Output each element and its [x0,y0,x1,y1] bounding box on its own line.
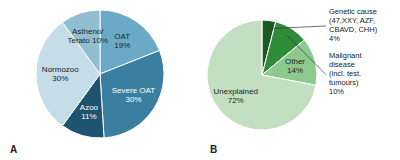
label-line: (47,XXY, AZF, [329,16,375,25]
slice-labels: OAT19%Severe OAT30%Azoo11%Normozoo30%Ast… [42,27,155,121]
slice-annotation: Malignantdisease(incl. test.tumours)10% [329,51,362,96]
slice-label: OAT19% [114,32,130,50]
label-line: 14% [287,66,303,75]
label-line: Unexplained [213,87,257,96]
pie-panel: Genetic cause(47,XXY, AZF,CBAVD, CHH)4% M… [207,7,378,155]
panel-title: A [10,144,17,155]
chart-root: OAT19%Severe OAT30%Azoo11%Normozoo30%Ast… [0,0,400,160]
label-line: 19% [114,41,130,50]
slices [36,10,164,138]
label-line: 30% [125,95,141,104]
pie-slice [100,50,164,137]
label-line: 10% [329,87,344,96]
label-line: 30% [52,74,68,83]
slice-label: Normozoo30% [42,65,79,83]
label-line: tumours) [329,78,359,87]
label-line: Terato 10% [68,36,108,45]
label-line: Astheno/ [72,27,104,36]
label-line: Azoo [80,103,99,112]
label-line: Severe OAT [112,86,156,95]
label-line: 4% [329,34,340,43]
label-line: 72% [228,96,244,105]
leader-line [287,36,326,75]
pie-slice [207,20,316,130]
slice-label: Azoo11% [80,103,99,121]
label-line: Genetic cause [329,7,377,16]
label-line: OAT [114,32,130,41]
slice-label: Other14% [285,57,305,75]
slice-label: Unexplained72% [213,87,257,105]
slice-annotation: Genetic cause(47,XXY, AZF,CBAVD, CHH)4% [329,7,378,43]
pie-panel: OAT19%Severe OAT30%Azoo11%Normozoo30%Ast… [10,10,164,155]
slices [207,20,317,130]
leader-line [268,26,326,29]
label-line: Malignant [329,51,362,60]
slice-label: Astheno/Terato 10% [68,27,108,45]
label-line: (incl. test. [329,69,361,78]
slice-label: Severe OAT30% [112,86,156,104]
label-line: CBAVD, CHH) [329,25,378,34]
slice-labels: Genetic cause(47,XXY, AZF,CBAVD, CHH)4% M… [213,7,377,105]
label-line: Other [285,57,305,66]
label-line: Normozoo [42,65,79,74]
label-line: disease [329,60,355,69]
label-line: 11% [81,112,96,121]
panel-title: B [210,144,217,155]
